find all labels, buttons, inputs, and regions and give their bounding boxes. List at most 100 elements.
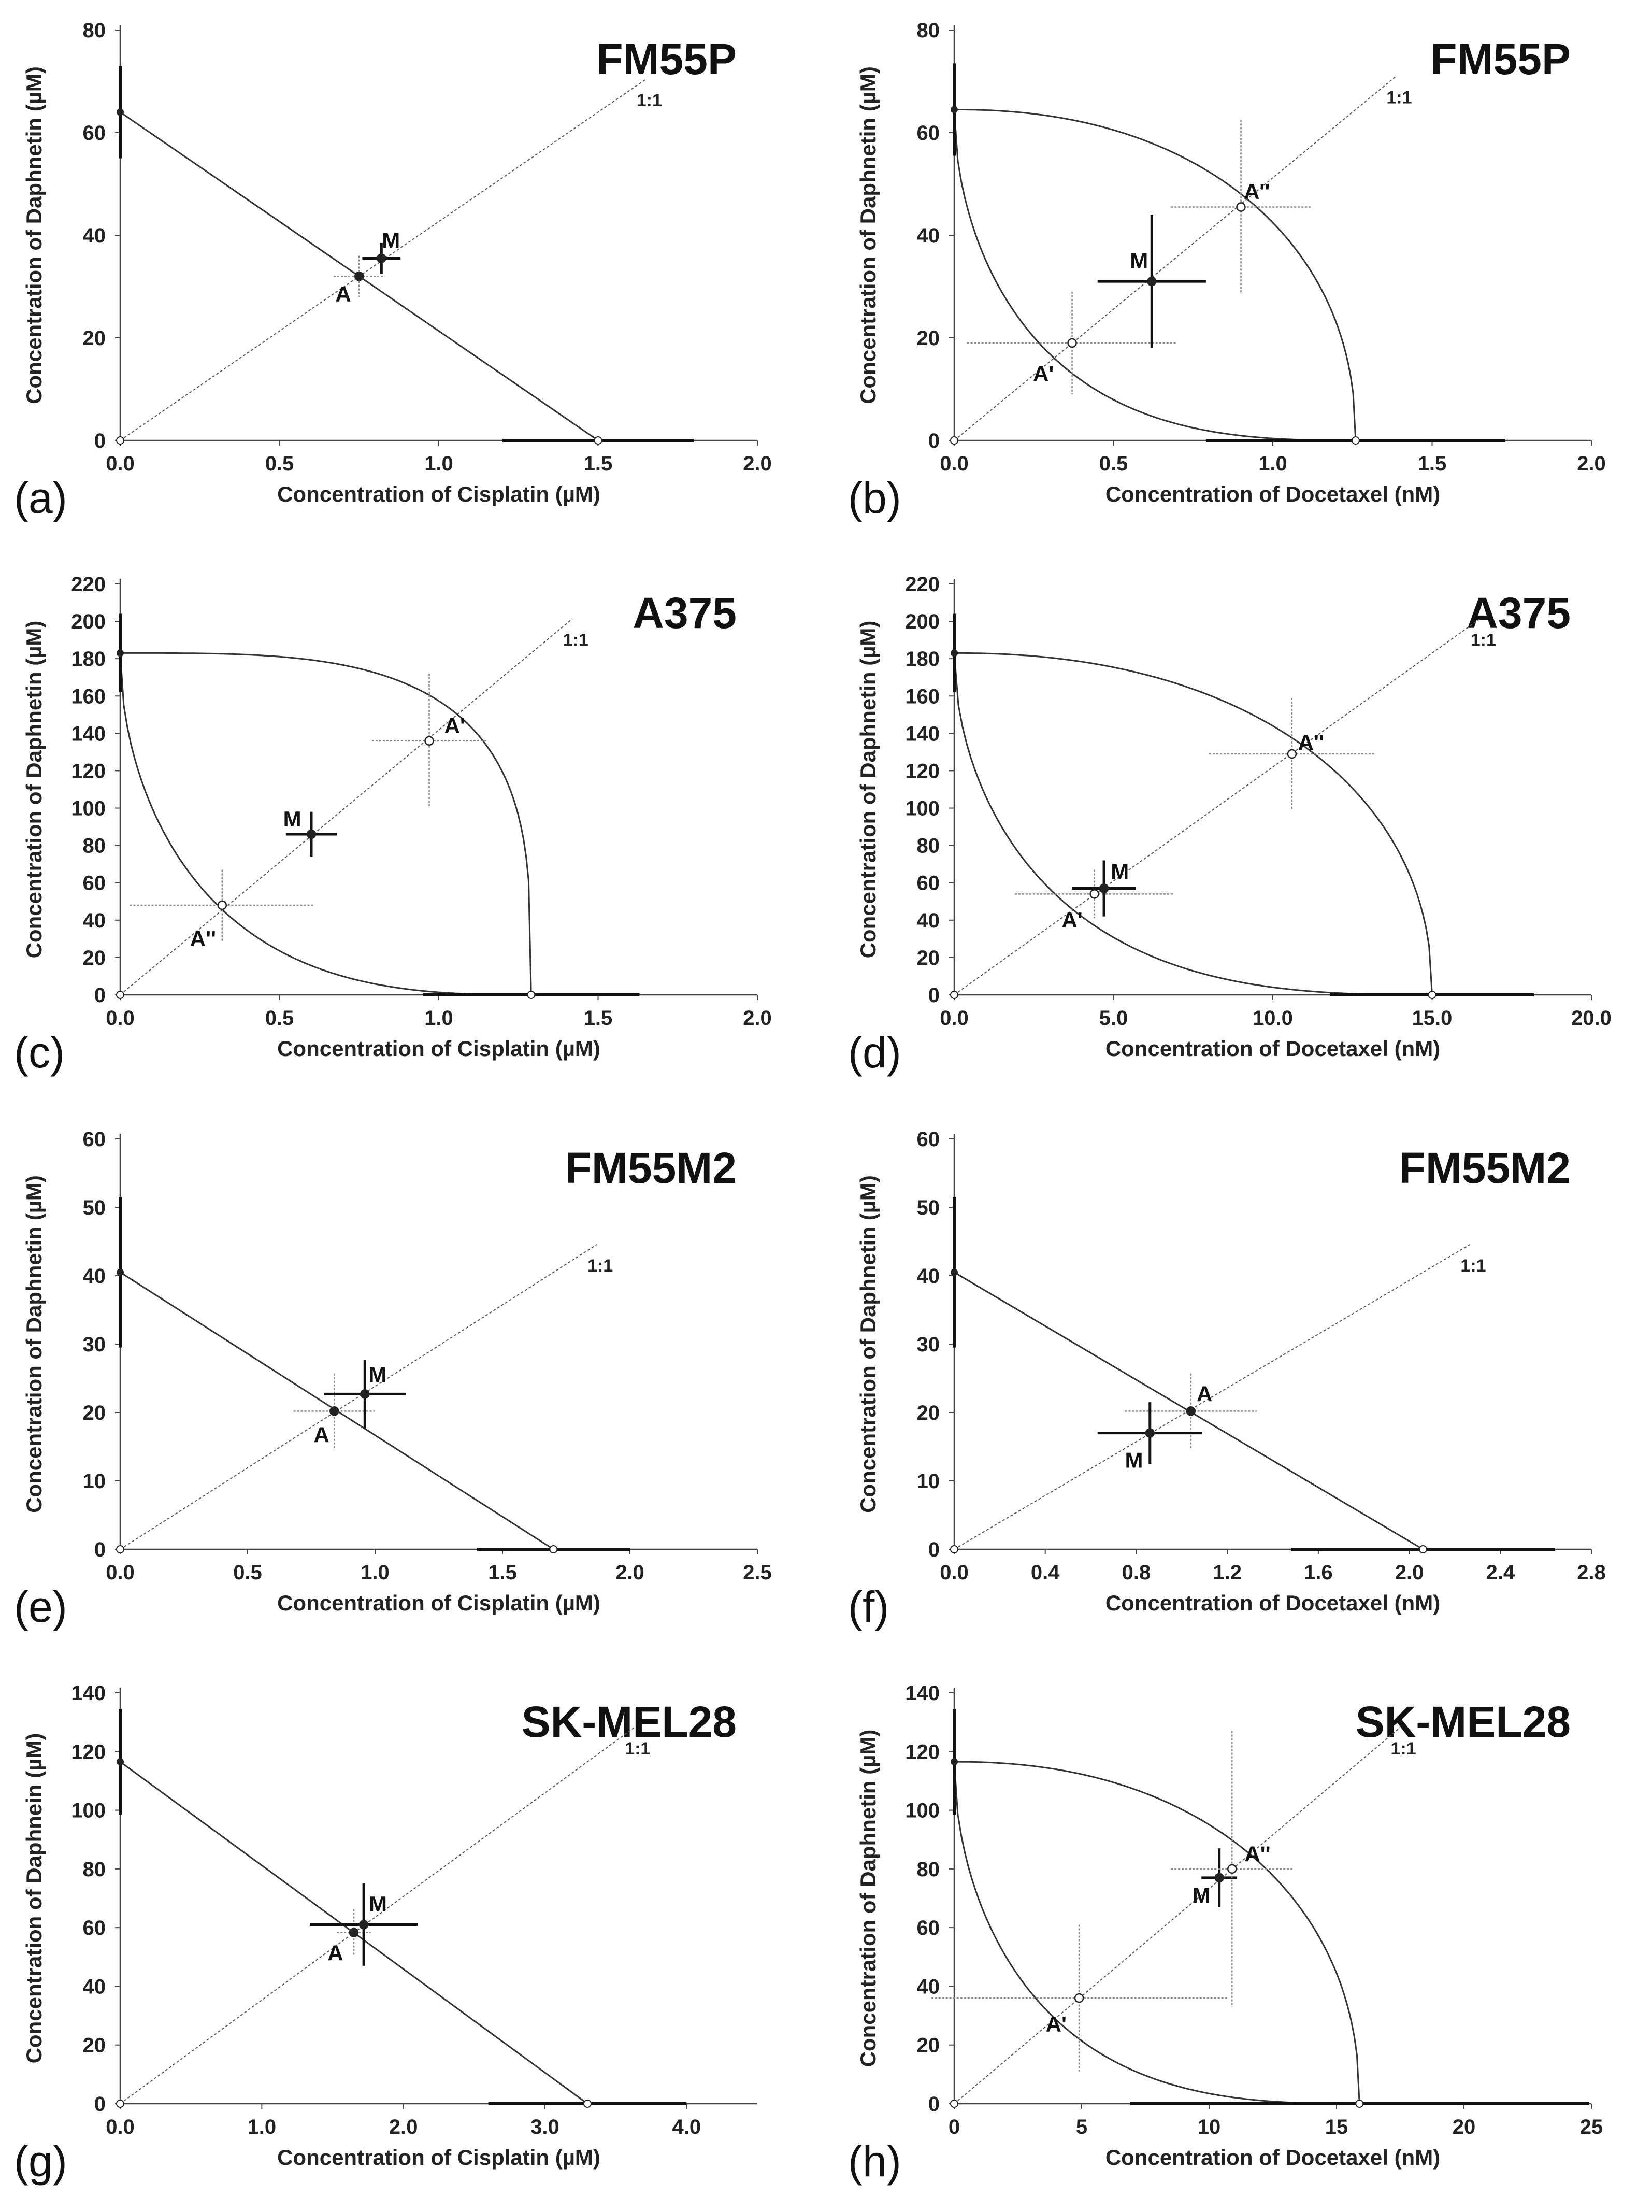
y-tick-label: 20 — [917, 2034, 940, 2057]
point-label: M — [382, 228, 400, 252]
ratio-label: 1:1 — [587, 1256, 613, 1276]
y-tick-label: 80 — [83, 19, 106, 42]
data-point — [1214, 1873, 1224, 1883]
y-tick-label: 100 — [71, 797, 106, 820]
data-point — [424, 736, 434, 746]
upper-isobole — [954, 108, 1357, 441]
point-label: M — [1130, 249, 1148, 273]
x-tick-label: 0.5 — [265, 452, 294, 475]
x-tick-label: 0 — [949, 2116, 960, 2138]
y-tick-label: 40 — [83, 224, 106, 247]
y-tick-label: 50 — [917, 1196, 940, 1219]
y-tick-label: 20 — [83, 2034, 106, 2057]
point-label: A' — [444, 713, 465, 738]
y-axis-title: Concentration of Daphnein (µM) — [22, 1733, 46, 2064]
y-tick-label: 40 — [917, 1265, 940, 1288]
y-tick-label: 180 — [905, 648, 940, 670]
upper-isobole — [120, 652, 532, 995]
x-tick-label: 2.4 — [1486, 1561, 1515, 1584]
cell-line-title: A375 — [1467, 589, 1571, 637]
x-tick-label: 2.0 — [1577, 452, 1606, 475]
y-tick-label: 40 — [917, 909, 940, 932]
point-label: M — [1125, 1448, 1143, 1472]
y-tick-label: 40 — [83, 1975, 106, 1998]
x-tick-label: 1.5 — [584, 452, 613, 475]
y-tick-label: 60 — [83, 122, 106, 145]
y-tick-label: 0 — [928, 984, 940, 1007]
point-label: A' — [1033, 361, 1054, 386]
y-tick-label: 120 — [71, 1740, 106, 1763]
y-tick-label: 220 — [905, 573, 940, 596]
x-tick-label: 0.0 — [106, 1007, 135, 1030]
y-tick-label: 60 — [917, 1917, 940, 1939]
origin-point — [950, 1545, 958, 1553]
y-tick-label: 20 — [83, 1402, 106, 1424]
x-tick-label: 1.5 — [584, 1007, 613, 1030]
x-tick-label: 1.2 — [1213, 1561, 1242, 1584]
panel-b: 0.0 0.5 1.0 1.5 2.0 0 20 40 60 80 Concentration of… — [848, 19, 1606, 522]
y-tick-label: 60 — [83, 1128, 106, 1151]
data-point — [1074, 1993, 1084, 2003]
cell-line-title: FM55M2 — [1399, 1144, 1571, 1192]
x-tick-label: 0.0 — [106, 2116, 135, 2138]
ratio-line — [954, 76, 1397, 441]
y-tick-label: 120 — [905, 1740, 940, 1763]
point-label: M — [283, 807, 301, 831]
cell-line-title: FM55P — [596, 35, 737, 83]
x-tick-label: 0.8 — [1122, 1561, 1151, 1584]
y-tick-label: 40 — [83, 1265, 106, 1288]
origin-point — [116, 991, 124, 999]
y-tick-label: 0 — [928, 1538, 940, 1561]
y-tick-label: 30 — [917, 1333, 940, 1356]
panel-letter: (g) — [14, 2137, 67, 2186]
ed50-y-point — [117, 1758, 124, 1766]
x-tick-label: 5 — [1076, 2116, 1087, 2138]
ratio-line — [954, 1244, 1470, 1550]
y-axis-title: Concentration of Daphnetin (µM) — [856, 1175, 880, 1513]
y-axis-title: Concentration of Daphnetin (µM) — [856, 66, 880, 404]
data-point — [1145, 1428, 1155, 1438]
ratio-line — [120, 618, 573, 995]
cell-line-title: FM55M2 — [565, 1144, 737, 1192]
point-label: M — [1193, 1883, 1211, 1907]
point-label: A — [327, 1940, 343, 1965]
panel-letter: (h) — [848, 2137, 901, 2186]
y-tick-label: 60 — [917, 1128, 940, 1151]
x-tick-label: 10.0 — [1253, 1007, 1293, 1030]
ed50-x-point — [527, 991, 536, 999]
y-tick-label: 100 — [905, 1800, 940, 1822]
ed50-y-point — [117, 649, 124, 657]
y-tick-label: 20 — [917, 1402, 940, 1424]
y-tick-label: 140 — [71, 722, 106, 745]
ratio-line — [954, 618, 1481, 995]
data-point — [1067, 338, 1077, 348]
ed50-x-point — [549, 1545, 558, 1553]
data-point — [1186, 1406, 1196, 1416]
x-tick-label: 1.5 — [1418, 452, 1447, 475]
data-point — [1236, 202, 1246, 212]
y-tick-label: 0 — [928, 2093, 940, 2116]
y-tick-label: 60 — [83, 872, 106, 895]
x-tick-label: 15 — [1325, 2116, 1348, 2138]
y-tick-label: 80 — [917, 19, 940, 42]
origin-point — [116, 436, 124, 445]
data-point — [354, 271, 364, 281]
panel-letter: (d) — [848, 1028, 901, 1077]
panel-h: 0 5 10 15 20 25 0 20 40 60 80 100 120 140 Concentratio… — [848, 1682, 1603, 2186]
y-tick-label: 60 — [83, 1917, 106, 1939]
panel-g: 0.0 1.0 2.0 3.0 4.0 0 20 40 60 80 100 120 140 Concent… — [14, 1682, 757, 2186]
data-point — [360, 1389, 370, 1399]
x-tick-label: 10 — [1198, 2116, 1221, 2138]
point-label: A — [314, 1423, 329, 1447]
x-tick-label: 20.0 — [1571, 1007, 1612, 1030]
x-tick-label: 0.0 — [940, 1007, 969, 1030]
y-tick-label: 0 — [94, 2093, 106, 2116]
panel-letter: (f) — [848, 1582, 889, 1631]
y-tick-label: 40 — [917, 1975, 940, 1998]
y-tick-label: 80 — [917, 835, 940, 858]
y-axis-title: Concentration of Daphnetin (µM) — [856, 1730, 880, 2067]
point-label: A'' — [1244, 1842, 1270, 1866]
y-tick-label: 40 — [83, 909, 106, 932]
point-label: A' — [1061, 908, 1082, 932]
